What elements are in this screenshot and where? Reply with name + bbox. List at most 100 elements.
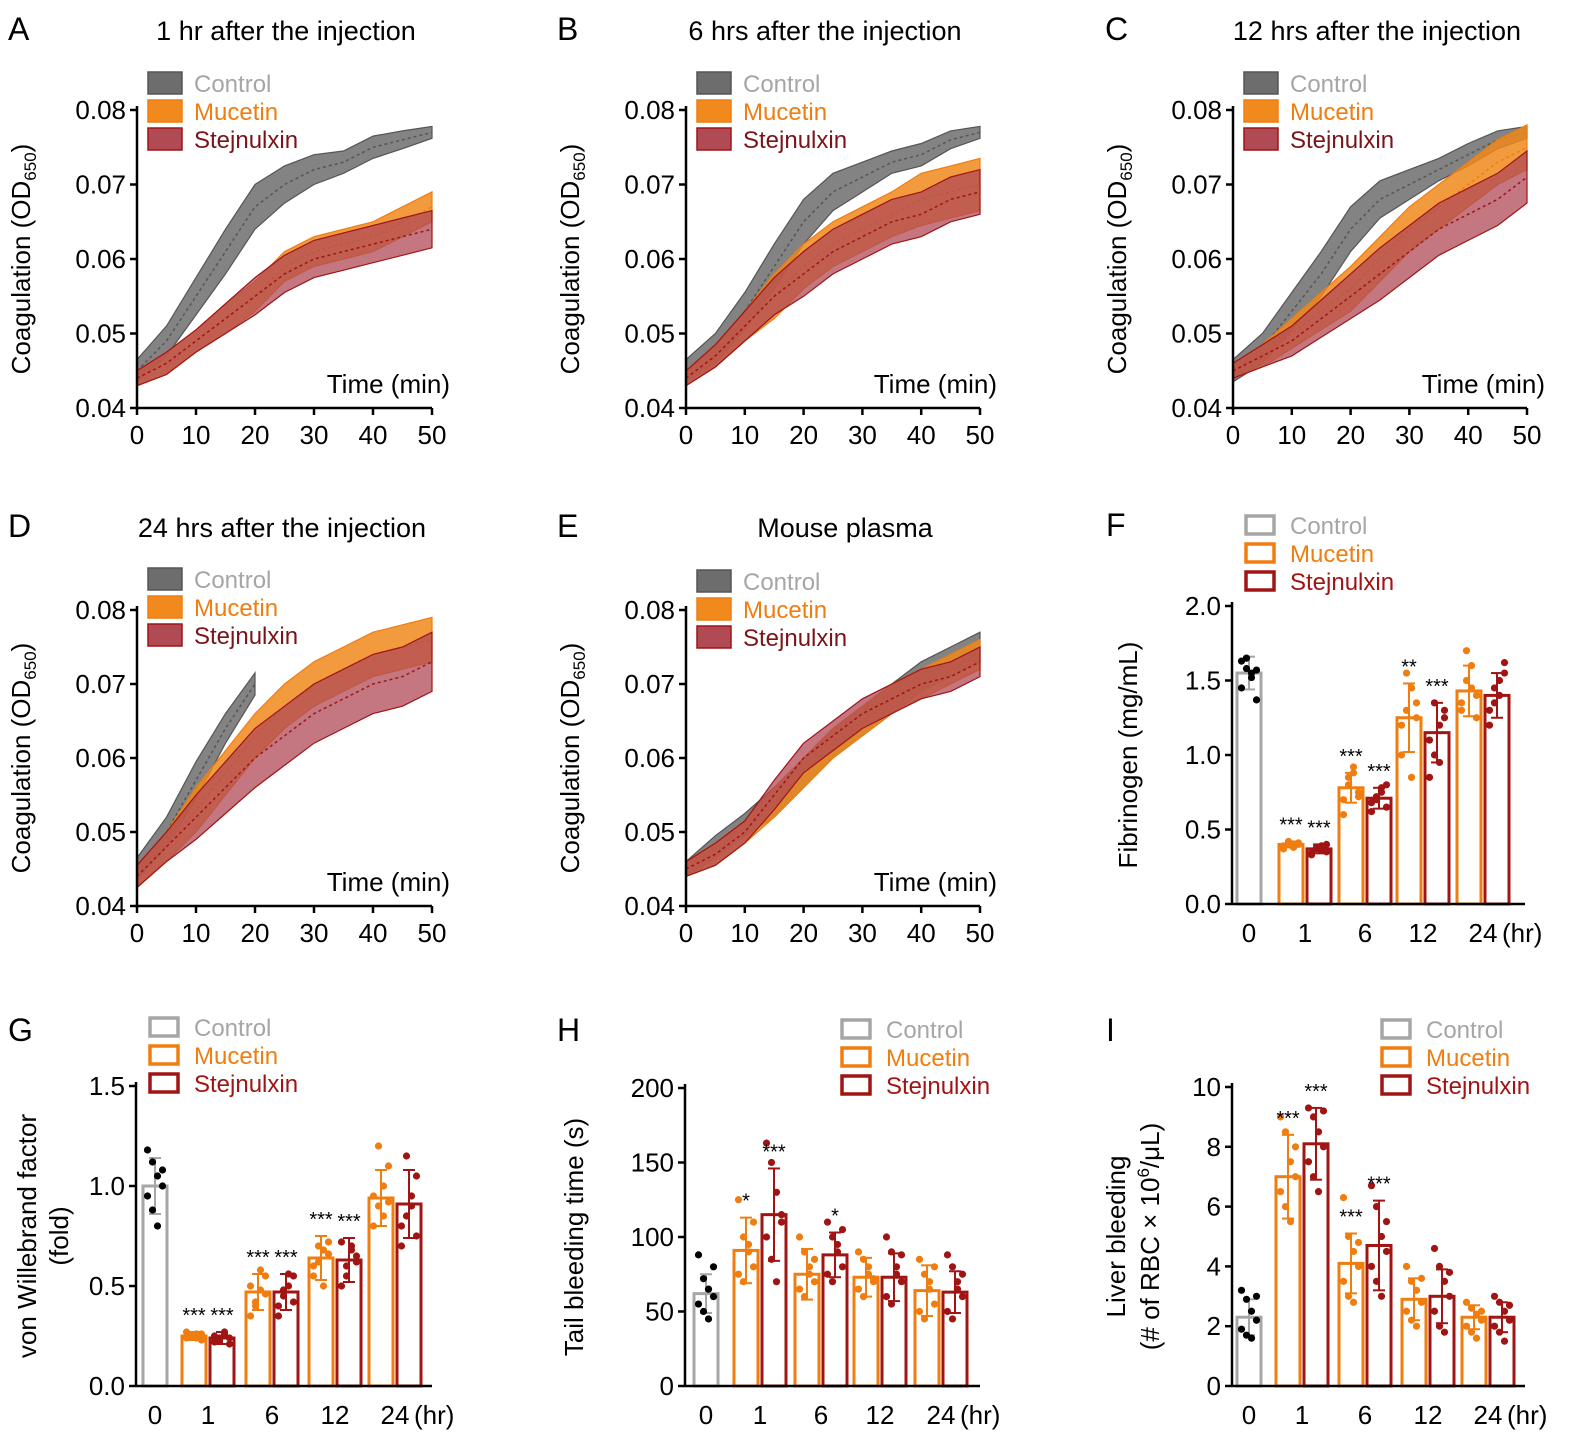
y-tick-label: 0.5	[89, 1271, 125, 1301]
point-stejnulxin	[1500, 1337, 1509, 1345]
significance-stars: ***	[1279, 814, 1303, 836]
point-mucetin	[1412, 1322, 1421, 1330]
y-tick-label: 0.07	[1171, 170, 1222, 200]
legend-swatch-control	[147, 71, 183, 95]
point-mucetin	[374, 1142, 383, 1150]
x-axis-label: Time (min)	[874, 369, 997, 399]
point-mucetin	[734, 1270, 743, 1278]
point-stejnulxin	[402, 1152, 411, 1160]
legend-swatch-mucetin	[1243, 99, 1279, 123]
point-stejnulxin	[943, 1251, 952, 1259]
panel-letter: B	[557, 11, 578, 47]
point-control	[143, 1146, 152, 1154]
point-control	[694, 1300, 703, 1308]
point-stejnulxin	[1500, 1307, 1509, 1315]
point-stejnulxin	[1377, 784, 1386, 792]
x-tick-label: 50	[418, 420, 447, 450]
point-stejnulxin	[274, 1312, 283, 1320]
legend-label-mucetin: Mucetin	[1290, 541, 1374, 568]
point-stejnulxin	[1319, 1143, 1328, 1151]
y-label-part: /μL)	[1135, 1123, 1165, 1168]
point-control	[1252, 696, 1261, 704]
legend-swatch-control	[696, 71, 732, 95]
legend-swatch-mucetin	[1380, 1046, 1412, 1068]
point-mucetin	[314, 1258, 323, 1266]
x-tick-label: 40	[907, 420, 936, 450]
point-mucetin	[1402, 669, 1411, 677]
band-control	[136, 125, 433, 384]
point-mucetin	[1402, 1307, 1411, 1315]
x-tick-label: 0	[130, 420, 144, 450]
y-tick-label: 100	[631, 1222, 674, 1252]
x-tick-label: 10	[730, 420, 759, 450]
point-stejnulxin	[762, 1233, 771, 1241]
x-tick-label: 30	[300, 420, 329, 450]
point-stejnulxin	[1367, 808, 1376, 816]
point-mucetin	[182, 1328, 191, 1336]
point-stejnulxin	[397, 1242, 406, 1250]
point-stejnulxin	[833, 1248, 842, 1256]
x-tick-label: 10	[182, 918, 211, 948]
point-stejnulxin	[1435, 1262, 1444, 1270]
x-category-label: 6	[265, 1400, 279, 1430]
legend-label-mucetin: Mucetin	[743, 597, 827, 624]
point-stejnulxin	[1372, 793, 1381, 801]
point-stejnulxin	[767, 1255, 776, 1263]
legend-swatch-mucetin	[696, 99, 732, 123]
point-mucetin	[1284, 837, 1293, 846]
y-tick-label: 0.07	[75, 170, 126, 200]
legend-swatch-control	[1243, 71, 1279, 95]
y-tick-label: 2.0	[1185, 591, 1221, 621]
point-mucetin	[1407, 684, 1416, 692]
legend-label-mucetin: Mucetin	[194, 595, 278, 622]
point-stejnulxin	[838, 1225, 847, 1234]
point-mucetin	[314, 1242, 323, 1250]
legend-swatch-mucetin	[147, 99, 183, 123]
y-tick-label: 0.08	[624, 595, 675, 625]
x-category-label: 0	[1242, 918, 1256, 948]
y-axis-label-line2: (fold)	[44, 1206, 74, 1265]
point-stejnulxin	[828, 1233, 837, 1241]
y-tick-label: 0.0	[89, 1371, 125, 1401]
y-tick-label: 0.06	[1171, 244, 1222, 274]
point-mucetin	[1412, 714, 1421, 722]
point-stejnulxin	[1322, 848, 1331, 856]
point-stejnulxin	[958, 1293, 967, 1301]
y-label-main: Coagulation (OD	[555, 680, 585, 874]
panel-I: I ControlMucetinStejnulxin************024…	[1101, 1012, 1547, 1430]
point-mucetin	[920, 1270, 929, 1278]
point-stejnulxin	[289, 1298, 298, 1306]
y-tick-label: 0.06	[75, 743, 126, 773]
point-stejnulxin	[1314, 1128, 1323, 1136]
y-tick-label: 0.08	[624, 95, 675, 125]
point-control	[1237, 1325, 1246, 1333]
point-mucetin	[192, 1334, 201, 1342]
y-tick-label: 0.05	[1171, 319, 1222, 349]
point-mucetin	[1402, 1262, 1411, 1270]
point-mucetin	[749, 1218, 758, 1226]
point-stejnulxin	[1440, 714, 1449, 722]
x-tick-label: 40	[359, 918, 388, 948]
significance-stars: ***	[1304, 1081, 1328, 1103]
significance-stars: ***	[182, 1305, 206, 1327]
legend-label-control: Control	[1426, 1017, 1503, 1044]
x-category-label: 24	[381, 1400, 410, 1430]
y-tick-label: 0.05	[75, 817, 126, 847]
y-tick-label: 1.5	[1185, 666, 1221, 696]
point-mucetin	[1407, 1277, 1416, 1285]
point-mucetin	[930, 1300, 939, 1308]
y-label-superscript: 6	[1134, 1168, 1153, 1177]
point-stejnulxin	[833, 1240, 842, 1249]
x-tick-label: 40	[1454, 420, 1483, 450]
point-stejnulxin	[1485, 706, 1494, 714]
point-mucetin	[800, 1293, 809, 1301]
mean-line-mucetin	[1232, 146, 1528, 372]
point-mucetin	[749, 1263, 758, 1271]
legend-label-control: Control	[743, 71, 820, 98]
x-tick-label: 40	[359, 420, 388, 450]
legend-swatch-stejnulxin	[1244, 570, 1276, 592]
point-stejnulxin	[397, 1222, 406, 1230]
y-axis-label: Fibrinogen (mg/mL)	[1113, 642, 1143, 869]
point-stejnulxin	[892, 1263, 901, 1271]
x-category-label: 0	[699, 1400, 713, 1430]
